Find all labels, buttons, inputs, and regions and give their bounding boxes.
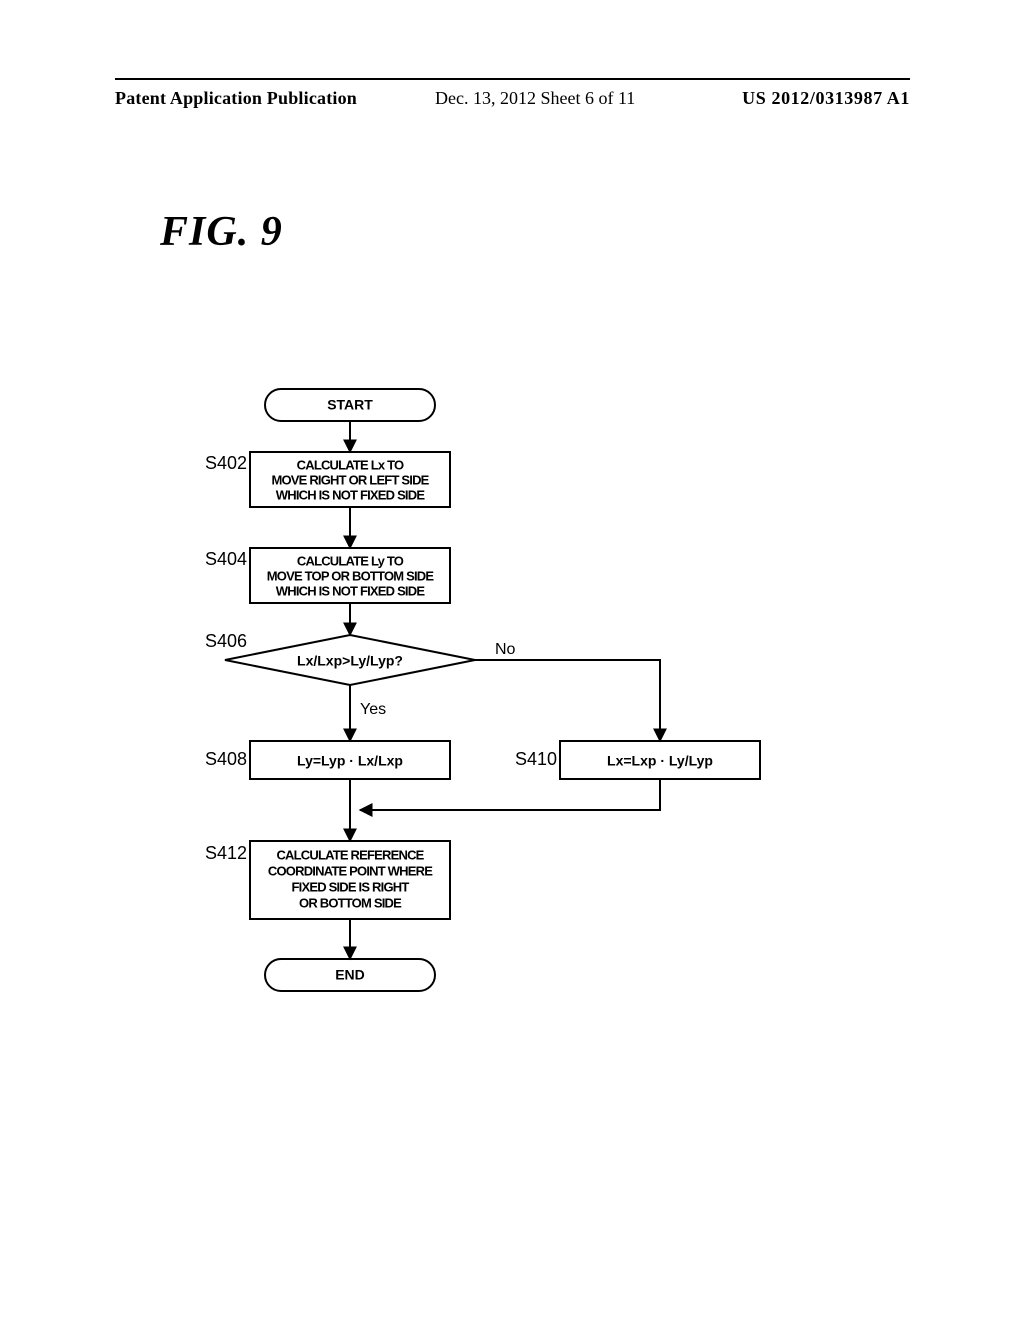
s410-line1: Lx=Lxp · Ly/Lyp (607, 753, 713, 769)
s412-line2: COORDINATE POINT WHERE (268, 863, 433, 878)
node-start: START (265, 389, 435, 421)
yes-label: Yes (360, 701, 386, 718)
node-s408: Ly=Lyp · Lx/Lxp S408 (205, 741, 450, 779)
start-text: START (327, 397, 373, 413)
s412-step-label: S412 (205, 843, 247, 863)
s402-step-label: S402 (205, 453, 247, 473)
s406-line1: Lx/Lxp>Ly/Lyp? (297, 653, 403, 669)
s404-line3: WHICH IS NOT FIXED SIDE (276, 583, 426, 598)
node-s406: Lx/Lxp>Ly/Lyp? S406 (205, 631, 475, 685)
node-s402: CALCULATE Lx TO MOVE RIGHT OR LEFT SIDE … (205, 452, 450, 507)
s406-step-label: S406 (205, 631, 247, 651)
s402-line2: MOVE RIGHT OR LEFT SIDE (271, 472, 429, 487)
s412-line3: FIXED SIDE IS RIGHT (292, 879, 410, 894)
no-label: No (495, 641, 516, 658)
s412-line1: CALCULATE REFERENCE (276, 847, 424, 862)
edge-s410-merge (360, 779, 660, 810)
s412-line4: OR BOTTOM SIDE (299, 895, 402, 910)
s404-line2: MOVE TOP OR BOTTOM SIDE (267, 568, 435, 583)
s410-step-label: S410 (515, 749, 557, 769)
node-s410: Lx=Lxp · Ly/Lyp S410 (515, 741, 760, 779)
s408-line1: Ly=Lyp · Lx/Lxp (297, 753, 403, 769)
node-end: END (265, 959, 435, 991)
page-root: Patent Application Publication Dec. 13, … (0, 0, 1024, 1320)
node-s412: CALCULATE REFERENCE COORDINATE POINT WHE… (205, 841, 450, 919)
node-s404: CALCULATE Ly TO MOVE TOP OR BOTTOM SIDE … (205, 548, 450, 603)
s402-line3: WHICH IS NOT FIXED SIDE (276, 487, 426, 502)
s404-step-label: S404 (205, 549, 247, 569)
edge-s406-s410 (475, 660, 660, 741)
flowchart-svg: START CALCULATE Lx TO MOVE RIGHT OR LEFT… (0, 0, 1024, 1320)
s404-line1: CALCULATE Ly TO (297, 553, 404, 568)
end-text: END (335, 967, 365, 983)
s402-line1: CALCULATE Lx TO (297, 457, 404, 472)
s408-step-label: S408 (205, 749, 247, 769)
